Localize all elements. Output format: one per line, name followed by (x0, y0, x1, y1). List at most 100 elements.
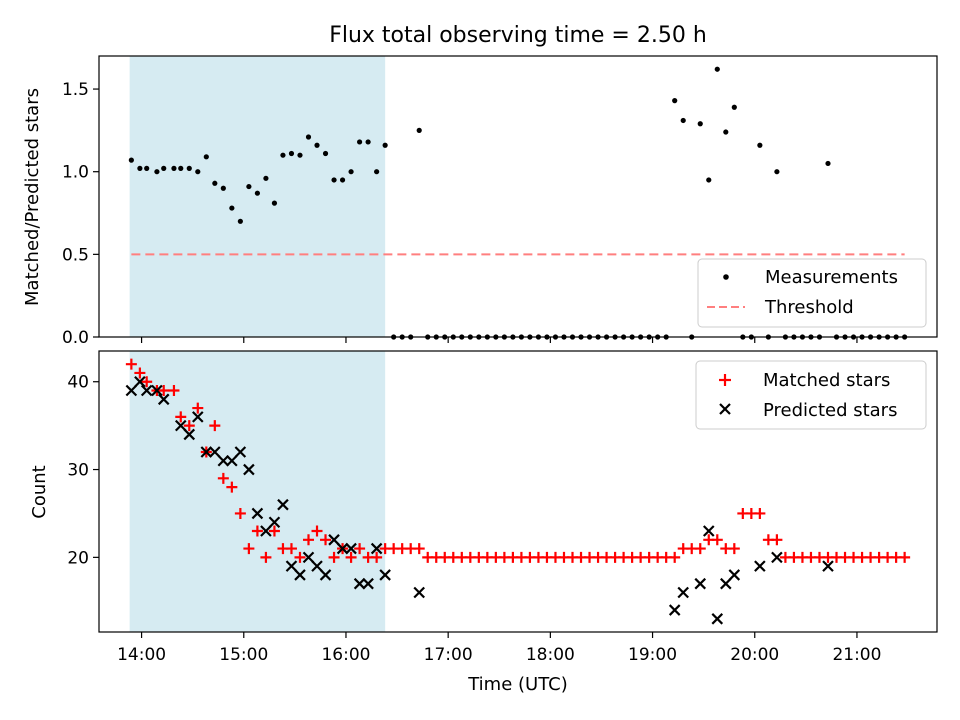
x-tick-label: 15:00 (219, 645, 268, 665)
top-panel-shade (129, 56, 386, 337)
measurement-point (171, 165, 177, 171)
matched-star-point (175, 411, 187, 423)
measurement-point (246, 183, 252, 190)
predicted-star-point (413, 586, 425, 599)
predicted-star-point (260, 525, 272, 537)
y-tick-label: 1.0 (62, 163, 89, 183)
matched-star-point (260, 551, 272, 563)
matched-star-point (320, 534, 332, 546)
legend-marker-measurements (723, 274, 729, 280)
top-panel-y-label: Matched/Predicted stars (22, 88, 43, 306)
legend-label-predicted: Predicted stars (763, 400, 897, 421)
bottom-panel-marks (125, 358, 911, 625)
measurement-point (374, 169, 380, 175)
x-tick-label: 21:00 (832, 645, 881, 665)
predicted-star-point (174, 419, 187, 432)
predicted-star-point (702, 525, 715, 537)
legend-label-measurements: Measurements (765, 267, 898, 288)
predicted-star-point (336, 542, 349, 555)
predicted-star-point (353, 577, 366, 590)
measurement-point (706, 177, 712, 183)
top-panel-y-ticks: 0.0 0.5 1.0 1.5 (62, 80, 99, 348)
matched-star-point (345, 551, 357, 563)
bottom-panel-frame (98, 350, 938, 633)
legend-marker-predicted (719, 403, 731, 415)
predicted-star-point (302, 551, 315, 564)
measurement-point (322, 150, 329, 157)
measurement-point (237, 218, 243, 224)
legend-marker-matched (719, 374, 731, 386)
predicted-star-point (183, 428, 196, 441)
legend-label-threshold: Threshold (764, 297, 854, 318)
measurement-point (128, 157, 134, 163)
predicted-star-point (251, 507, 264, 520)
matched-star-point (268, 525, 280, 537)
measurement-point (263, 175, 269, 181)
x-tick-label: 19:00 (628, 645, 677, 665)
matched-star-point (183, 420, 195, 432)
chart-title: Flux total observing time = 2.50 h (329, 23, 707, 48)
bottom-panel-y-ticks: 20 30 40 (67, 373, 99, 568)
predicted-star-point (379, 569, 391, 581)
y-tick-label: 0.0 (62, 328, 89, 348)
measurement-point (365, 139, 371, 145)
predicted-star-point (694, 577, 707, 590)
matched-star-point (899, 551, 911, 563)
matched-star-point (328, 551, 340, 563)
bottom-panel-x-ticks: 14:00 15:00 16:00 17:00 18:00 19:00 20:00 21:00 (117, 632, 881, 665)
predicted-star-point (754, 560, 766, 572)
matched-star-point (711, 534, 723, 546)
measurement-point (297, 152, 303, 158)
x-tick-label: 14:00 (117, 645, 166, 665)
measurement-point (137, 165, 143, 171)
predicted-star-point (370, 542, 383, 555)
predicted-star-point (345, 542, 357, 555)
measurement-point (697, 121, 703, 127)
measurement-point (203, 154, 209, 160)
measurement-point (339, 177, 346, 183)
measurement-point (144, 165, 150, 171)
legend-label-matched: Matched stars (763, 370, 890, 391)
matched-star-point (771, 534, 783, 546)
measurement-point (416, 127, 422, 133)
measurement-point (714, 66, 720, 72)
measurement-point (348, 169, 354, 175)
predicted-star-point (668, 604, 681, 616)
matched-star-point (134, 367, 146, 379)
measurement-point (305, 134, 312, 140)
matched-star-point (285, 543, 297, 555)
predicted-star-point (151, 384, 163, 397)
x-axis-label: Time (UTC) (467, 674, 568, 695)
measurement-point (186, 165, 192, 171)
bottom-panel-legend: Matched stars Predicted stars (695, 360, 927, 430)
y-tick-label: 1.5 (62, 80, 89, 100)
predicted-star-point (200, 446, 213, 458)
measurement-point (288, 150, 295, 157)
x-tick-label: 17:00 (424, 645, 473, 665)
matched-star-point (754, 507, 766, 519)
predicted-star-point (285, 560, 298, 572)
x-tick-label: 16:00 (321, 645, 370, 665)
matched-star-point (251, 525, 263, 537)
measurement-point (154, 169, 160, 175)
predicted-star-point (822, 560, 834, 572)
predicted-star-point (157, 393, 170, 406)
top-panel: 0.0 0.5 1.0 1.5 Matched/Predicted stars Mea… (22, 55, 938, 348)
matched-star-point (192, 402, 204, 414)
measurement-point (723, 129, 729, 135)
predicted-star-point (311, 560, 323, 572)
measurement-point (161, 165, 167, 171)
measurement-point (271, 200, 278, 206)
matched-star-point (217, 472, 229, 484)
y-tick-label: 30 (67, 461, 89, 481)
y-tick-label: 0.5 (62, 245, 89, 265)
measurement-point (774, 169, 780, 175)
matched-star-point (168, 385, 180, 397)
measurement-point (356, 139, 363, 145)
matched-star-point (158, 385, 170, 397)
measurement-point (331, 177, 337, 183)
measurement-point (314, 142, 320, 148)
legend-box (695, 360, 927, 430)
predicted-star-point (140, 384, 153, 397)
